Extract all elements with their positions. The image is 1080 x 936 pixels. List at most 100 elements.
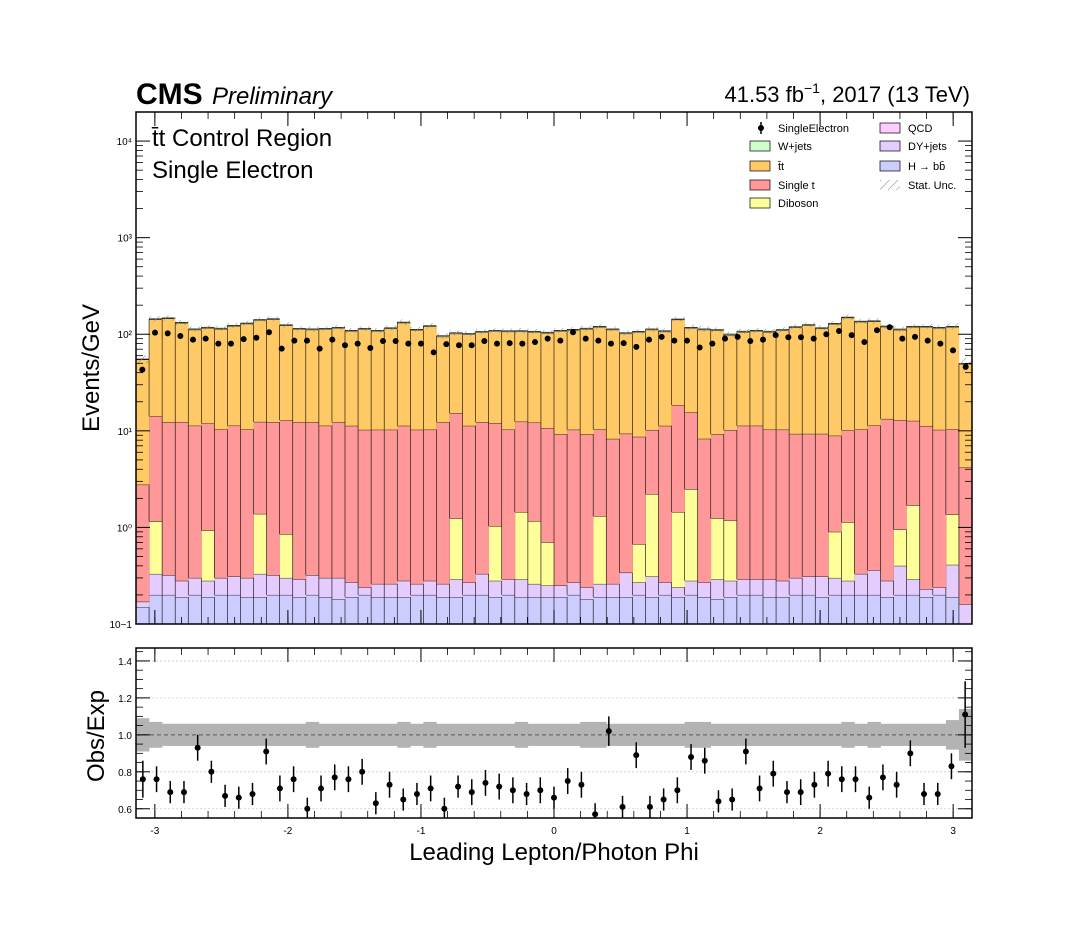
single-t-bar bbox=[462, 425, 476, 583]
hbb-bar bbox=[828, 594, 842, 624]
ratio-point bbox=[592, 811, 599, 818]
single-t-bar bbox=[789, 433, 803, 578]
diboson-bar bbox=[449, 518, 463, 580]
cms-label: CMS bbox=[136, 78, 203, 111]
ratio-point bbox=[249, 790, 256, 797]
ttbar-bar bbox=[449, 333, 463, 414]
stat-unc-hatch bbox=[828, 321, 842, 327]
single-t-bar bbox=[371, 429, 385, 584]
legend: SingleElectron QCD W+jets DY+jets t̄t H → bb̄… bbox=[749, 122, 956, 210]
ttbar-bar bbox=[684, 328, 698, 413]
ratio-band-bin bbox=[632, 723, 646, 746]
stat-unc-hatch bbox=[410, 326, 424, 332]
dyjets-bar bbox=[501, 579, 516, 595]
data-point bbox=[595, 337, 602, 344]
ttbar-bar bbox=[436, 336, 450, 423]
hbb-bar bbox=[214, 594, 228, 624]
data-point bbox=[874, 327, 880, 334]
dyjets-bar bbox=[345, 582, 359, 598]
data-points bbox=[139, 324, 969, 373]
data-point bbox=[785, 334, 792, 341]
region-label: t̄t Control Region bbox=[151, 125, 332, 152]
diboson-bar bbox=[841, 522, 855, 581]
dyjets-bar bbox=[358, 587, 372, 595]
data-point bbox=[494, 340, 500, 347]
single-t-bar bbox=[710, 434, 725, 519]
ratio-band-bin bbox=[815, 723, 829, 746]
ratio-point bbox=[742, 748, 749, 755]
ratio-point bbox=[879, 774, 886, 781]
ttbar-bar bbox=[958, 364, 972, 468]
hbb-bar bbox=[606, 597, 620, 624]
single-t-bar bbox=[919, 425, 934, 590]
stat-unc-hatch bbox=[240, 320, 254, 326]
dyjets-bar bbox=[201, 580, 215, 598]
hbb-bar bbox=[410, 594, 424, 624]
hbb-bar bbox=[697, 597, 712, 624]
hbb-bar bbox=[527, 597, 542, 624]
stat-unc-hatch bbox=[449, 330, 463, 336]
data-point bbox=[924, 337, 931, 344]
single-t-bar bbox=[749, 425, 764, 580]
ttbar-bar bbox=[893, 329, 907, 420]
legend-swatch bbox=[749, 197, 771, 209]
stat-unc-hatch bbox=[710, 327, 724, 333]
legend-label: SingleElectron bbox=[778, 123, 849, 135]
hbb-bar bbox=[893, 594, 907, 624]
single-t-bar bbox=[645, 429, 659, 495]
single-t-bar bbox=[410, 429, 424, 584]
single-t-bar bbox=[606, 438, 620, 584]
ratio-point bbox=[605, 728, 612, 735]
ttbar-bar bbox=[867, 321, 881, 426]
legend-label: Diboson bbox=[778, 198, 818, 210]
hbb-bar bbox=[449, 597, 463, 624]
stat-unc-hatch bbox=[423, 322, 437, 329]
hbb-bar bbox=[932, 594, 947, 624]
ratio-point bbox=[660, 796, 667, 803]
data-point bbox=[544, 335, 551, 342]
ttbar-bar bbox=[919, 327, 934, 426]
single-t-bar bbox=[449, 413, 463, 519]
data-point bbox=[532, 339, 538, 346]
ratio-point bbox=[318, 785, 325, 792]
data-point bbox=[633, 343, 640, 350]
single-t-bar bbox=[697, 438, 712, 583]
ratio-y-tick-label: 0.8 bbox=[118, 768, 132, 779]
single-t-bar bbox=[214, 429, 228, 578]
hbb-bar bbox=[880, 597, 894, 624]
legend-swatch bbox=[749, 179, 771, 191]
ratio-band-bin bbox=[945, 720, 960, 750]
single-t-bar bbox=[632, 436, 646, 545]
stat-unc-hatch bbox=[292, 326, 306, 332]
ttbar-bar bbox=[697, 329, 712, 439]
dyjets-bar bbox=[305, 575, 320, 595]
legend-label: QCD bbox=[908, 123, 933, 135]
stat-unc-hatch bbox=[776, 327, 790, 333]
diboson-bar bbox=[514, 512, 529, 580]
single-t-bar bbox=[358, 429, 372, 588]
data-point bbox=[886, 324, 893, 331]
hbb-bar bbox=[645, 597, 659, 624]
dyjets-bar bbox=[175, 580, 189, 598]
stat-unc-hatch bbox=[684, 324, 698, 331]
stat-unc-hatch bbox=[175, 320, 189, 326]
ratio-point bbox=[893, 781, 900, 788]
ttbar-bar bbox=[645, 329, 659, 430]
ratio-point bbox=[180, 789, 187, 796]
hbb-bar bbox=[763, 597, 777, 624]
hbb-bar bbox=[253, 597, 267, 624]
ttbar-bar bbox=[266, 319, 280, 423]
data-point bbox=[810, 335, 817, 342]
hbb-bar bbox=[514, 597, 529, 624]
stat-unc-hatch bbox=[736, 328, 750, 334]
dyjets-bar bbox=[514, 579, 529, 598]
single-t-bar bbox=[292, 422, 307, 580]
ttbar-bar bbox=[789, 327, 803, 434]
dyjets-bar bbox=[214, 577, 228, 595]
ratio-point bbox=[523, 790, 530, 797]
ttbar-bar bbox=[279, 325, 294, 421]
ttbar-bar bbox=[854, 321, 868, 430]
ratio-band-bin bbox=[162, 723, 176, 746]
single-t-bar bbox=[279, 420, 294, 535]
ratio-band-bin bbox=[554, 723, 568, 746]
